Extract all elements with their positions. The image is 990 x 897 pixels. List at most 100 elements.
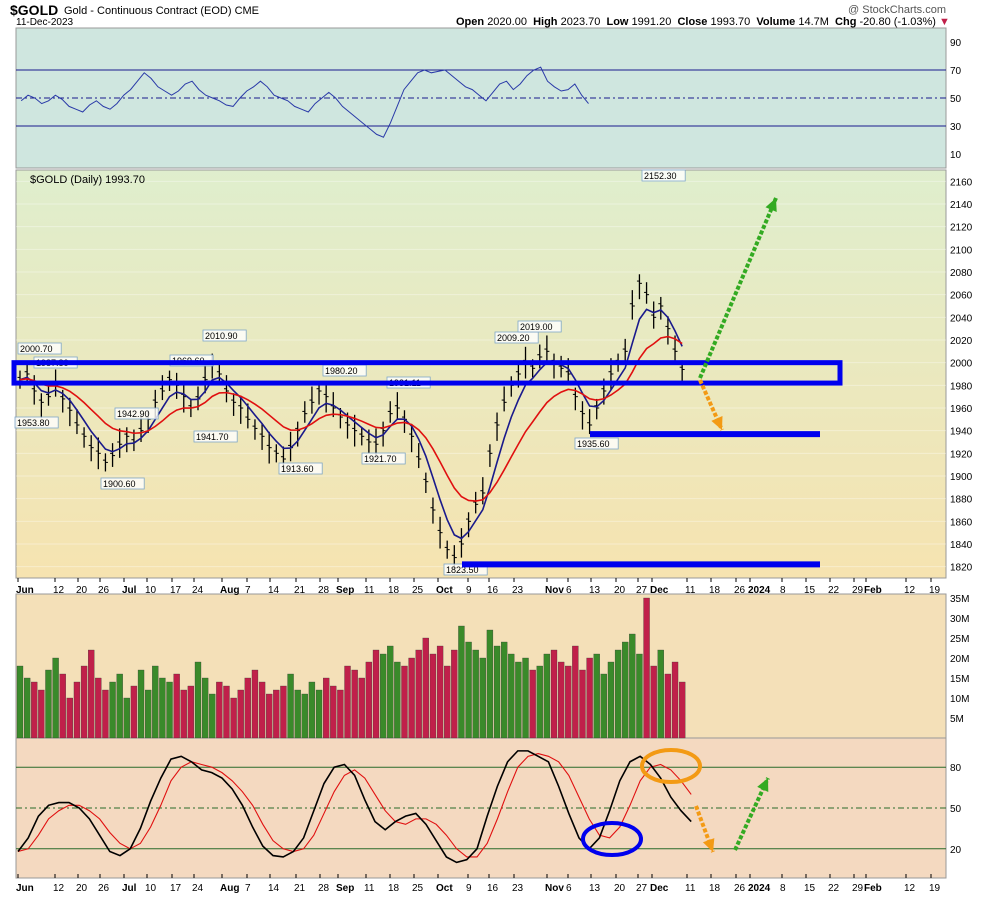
stoch-k-line [17,750,692,864]
price-label: 1900.60 [103,479,136,489]
x-axis-label: 28 [318,585,330,596]
x-axis-label: 7 [245,883,251,894]
price-label-box [574,437,619,450]
volume-bar [650,665,657,739]
price-label: 2010.90 [205,331,238,341]
price-label-box [278,462,323,475]
description: Gold - Continuous Contract (EOD) CME [64,5,259,17]
volume-bar [323,677,330,739]
x-axis-label: 14 [268,585,280,596]
volume-bar [258,681,266,739]
volume-bar [657,649,664,739]
volume-bar [38,689,45,739]
volume-bar [465,641,472,739]
x-axis-label: 29 [852,883,864,894]
price-label: 1823.50 [446,565,479,575]
volume-bar [565,665,572,739]
price-tick-label: 2100 [950,245,973,256]
price-label: 2019.00 [520,322,553,332]
resistance-box [11,360,843,386]
volume-tick-label: 20M [950,654,969,665]
price-label: 1935.60 [577,439,610,449]
x-axis-label: Aug [220,585,239,596]
x-axis-label: 24 [192,585,204,596]
x-axis-label: 12 [53,883,65,894]
price-label-box [114,407,159,420]
x-axis-label: 21 [294,585,306,596]
rsi-tick-label: 10 [950,150,962,161]
volume-bar [664,673,672,739]
x-axis-label: 12 [904,585,916,596]
volume-bar [408,657,415,739]
x-axis-label: Jul [122,883,137,894]
x-axis-label: 12 [53,585,65,596]
x-axis-label: 25 [412,585,424,596]
volume-bar [273,689,280,739]
overbought-circle [640,748,702,784]
rsi-tick-label: 70 [950,66,962,77]
volume-tick-label: 15M [950,674,969,685]
volume-bar [16,665,24,739]
price-label-box [193,430,238,443]
x-axis-label: 25 [412,883,424,894]
price-tick-label: 2020 [950,336,973,347]
price-label: 1921.70 [364,454,397,464]
x-axis-label: Feb [864,883,882,894]
green-up-arrow-price-head [765,198,777,212]
stoch-tick-label: 80 [950,763,962,774]
volume-bar [493,645,501,739]
x-axis-label: 20 [76,585,88,596]
price-label: 1941.70 [196,432,229,442]
volume-bar [73,681,81,739]
x-axis-label: 10 [145,883,157,894]
x-axis-label: 26 [98,585,110,596]
volume-bar [636,653,643,739]
volume-bar [586,657,593,739]
x-axis-label: Feb [864,585,882,596]
x-axis-label: 8 [780,883,786,894]
x-axis-label: 27 [636,585,648,596]
price-tick-label: 1820 [950,563,973,574]
high-label: High [533,16,558,28]
volume-bar [80,665,88,739]
x-axis-label: 18 [388,585,400,596]
x-axis-label: Nov [545,585,564,596]
price-label: 2152.30 [644,171,677,181]
volume-bar [344,665,351,739]
price-tick-label: 1860 [950,517,973,528]
volume-bar [109,681,116,739]
volume-tick-label: 10M [950,694,969,705]
volume-bar [88,649,95,739]
x-axis-label: 9 [466,585,472,596]
volume-bar [145,689,152,739]
volume-bar [116,673,123,739]
volume-bar [451,649,458,739]
x-axis-label: 2024 [748,883,771,894]
volume-bar [159,677,166,739]
volume-bar [95,677,102,739]
low-label: Low [606,16,629,28]
x-axis-label: Dec [650,883,669,894]
x-axis-label: 8 [780,585,786,596]
x-axis-label: Oct [436,585,453,596]
x-axis-label: Sep [336,883,354,894]
volume-bar [52,657,59,739]
volume-bar [394,661,401,739]
chart-date: 11-Dec-2023 [16,17,74,28]
volume-bar [337,689,344,739]
volume-bar [301,693,308,739]
volume-bar [458,625,465,739]
x-axis-label: 28 [318,883,330,894]
volume-bar [45,669,52,739]
price-label-box [14,416,59,429]
x-axis-label: 2024 [748,585,771,596]
price-label-box [517,320,562,333]
x-axis-label: 20 [76,883,88,894]
volume-bar [622,641,629,739]
volume-bar [529,669,536,739]
price-tick-label: 1980 [950,381,973,392]
price-label-box [361,452,406,465]
green-up-arrow-price [698,197,778,379]
volume-bar [59,673,66,739]
